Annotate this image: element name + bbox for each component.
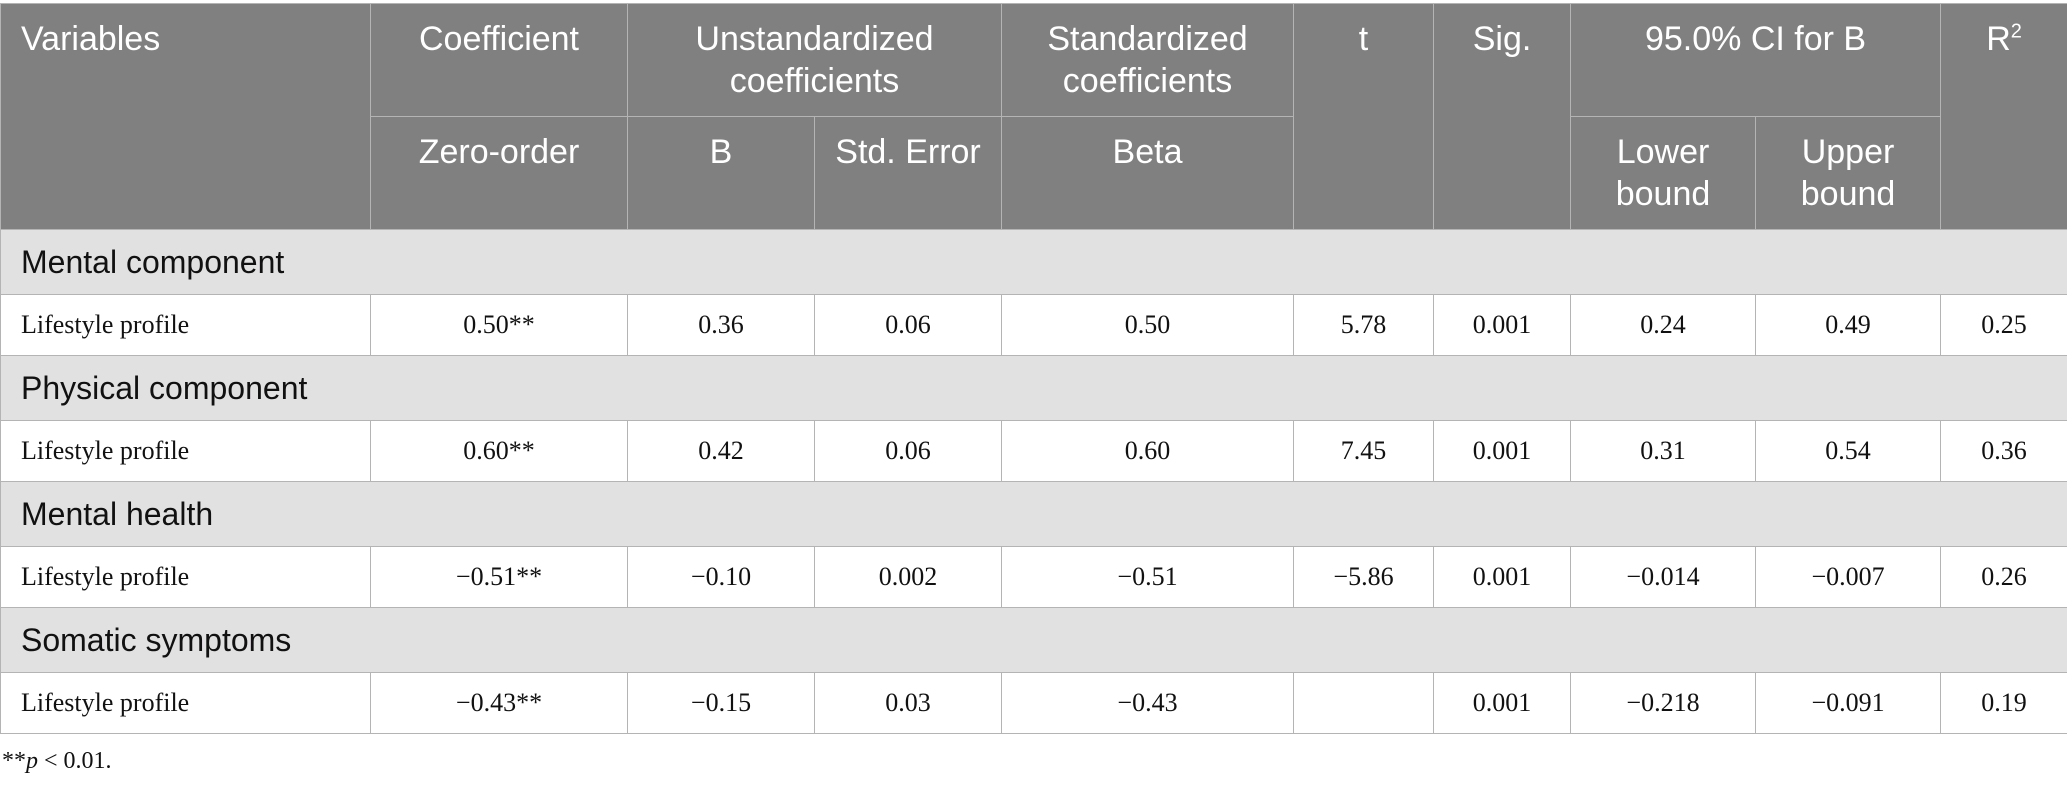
cell-upper-bound: −0.007 — [1755, 546, 1942, 608]
header-zero-order: Zero-order — [370, 116, 628, 230]
header-coefficient: Coefficient — [370, 3, 628, 117]
cell-b: −0.15 — [627, 672, 815, 734]
cell-upper-bound: 0.54 — [1755, 420, 1942, 482]
cell-std-error: 0.03 — [813, 672, 1003, 734]
cell-beta: 0.50 — [1001, 294, 1295, 356]
header-t: t — [1293, 3, 1435, 230]
r2-superscript: 2 — [2010, 20, 2022, 43]
header-unstandardized: Unstandardized coefficients — [626, 3, 1003, 117]
header-variables: Variables — [0, 3, 371, 230]
cell-b: 0.36 — [627, 294, 815, 356]
cell-std-error: 0.06 — [813, 294, 1003, 356]
header-b: B — [627, 116, 815, 230]
cell-t: −5.86 — [1293, 546, 1435, 608]
cell-lower-bound: 0.31 — [1570, 420, 1757, 482]
row-label: Lifestyle profile — [0, 420, 371, 482]
r2-base: R — [1986, 20, 2011, 58]
table-footnote: **p < 0.01. — [2, 748, 112, 775]
cell-zero-order: −0.43** — [370, 672, 628, 734]
cell-zero-order: 0.50** — [370, 294, 628, 356]
cell-sig: 0.001 — [1433, 546, 1572, 608]
header-upper-bound: Upper bound — [1755, 116, 1942, 230]
cell-b: −0.10 — [627, 546, 815, 608]
table-header: Variables Coefficient Unstandardized coe… — [0, 3, 2067, 230]
table-row: Lifestyle profile −0.51** −0.10 0.002 −0… — [0, 546, 2067, 608]
cell-lower-bound: −0.218 — [1570, 672, 1757, 734]
row-label: Lifestyle profile — [0, 546, 371, 608]
row-label: Lifestyle profile — [0, 672, 371, 734]
footnote-condition: < 0.01. — [38, 748, 112, 774]
row-label: Lifestyle profile — [0, 294, 371, 356]
footnote-stars: ** — [2, 748, 26, 774]
cell-sig: 0.001 — [1433, 672, 1572, 734]
cell-upper-bound: −0.091 — [1755, 672, 1942, 734]
cell-t: 5.78 — [1293, 294, 1435, 356]
cell-sig: 0.001 — [1433, 420, 1572, 482]
section-row: Somatic symptoms — [0, 607, 2067, 673]
section-title: Somatic symptoms — [0, 607, 2067, 673]
cell-beta: −0.51 — [1001, 546, 1295, 608]
regression-table: Variables Coefficient Unstandardized coe… — [0, 3, 2067, 734]
table-row: Lifestyle profile −0.43** −0.15 0.03 −0.… — [0, 672, 2067, 734]
header-sig: Sig. — [1433, 3, 1572, 230]
section-title: Mental component — [0, 229, 2067, 295]
cell-upper-bound: 0.49 — [1755, 294, 1942, 356]
table-body: Mental component Lifestyle profile 0.50*… — [0, 229, 2067, 734]
cell-r-squared: 0.25 — [1940, 294, 2067, 356]
cell-std-error: 0.002 — [813, 546, 1003, 608]
section-row: Physical component — [0, 355, 2067, 421]
cell-sig: 0.001 — [1433, 294, 1572, 356]
cell-beta: −0.43 — [1001, 672, 1295, 734]
cell-zero-order: −0.51** — [370, 546, 628, 608]
section-row: Mental health — [0, 481, 2067, 547]
header-lower-bound: Lower bound — [1570, 116, 1757, 230]
cell-beta: 0.60 — [1001, 420, 1295, 482]
cell-t — [1293, 672, 1435, 734]
cell-b: 0.42 — [627, 420, 815, 482]
cell-t: 7.45 — [1293, 420, 1435, 482]
cell-r-squared: 0.19 — [1940, 672, 2067, 734]
header-standardized: Standardized coefficients — [1001, 3, 1295, 117]
cell-std-error: 0.06 — [813, 420, 1003, 482]
cell-lower-bound: −0.014 — [1570, 546, 1757, 608]
section-title: Mental health — [0, 481, 2067, 547]
header-std-error: Std. Error — [813, 116, 1003, 230]
table-row: Lifestyle profile 0.60** 0.42 0.06 0.60 … — [0, 420, 2067, 482]
section-title: Physical component — [0, 355, 2067, 421]
footnote-p-variable: p — [26, 748, 38, 774]
cell-zero-order: 0.60** — [370, 420, 628, 482]
cell-r-squared: 0.36 — [1940, 420, 2067, 482]
header-ci: 95.0% CI for B — [1570, 3, 1942, 117]
table-row: Lifestyle profile 0.50** 0.36 0.06 0.50 … — [0, 294, 2067, 356]
header-beta: Beta — [1001, 116, 1295, 230]
section-row: Mental component — [0, 229, 2067, 295]
cell-lower-bound: 0.24 — [1570, 294, 1757, 356]
header-r-squared: R2 — [1940, 3, 2067, 230]
cell-r-squared: 0.26 — [1940, 546, 2067, 608]
